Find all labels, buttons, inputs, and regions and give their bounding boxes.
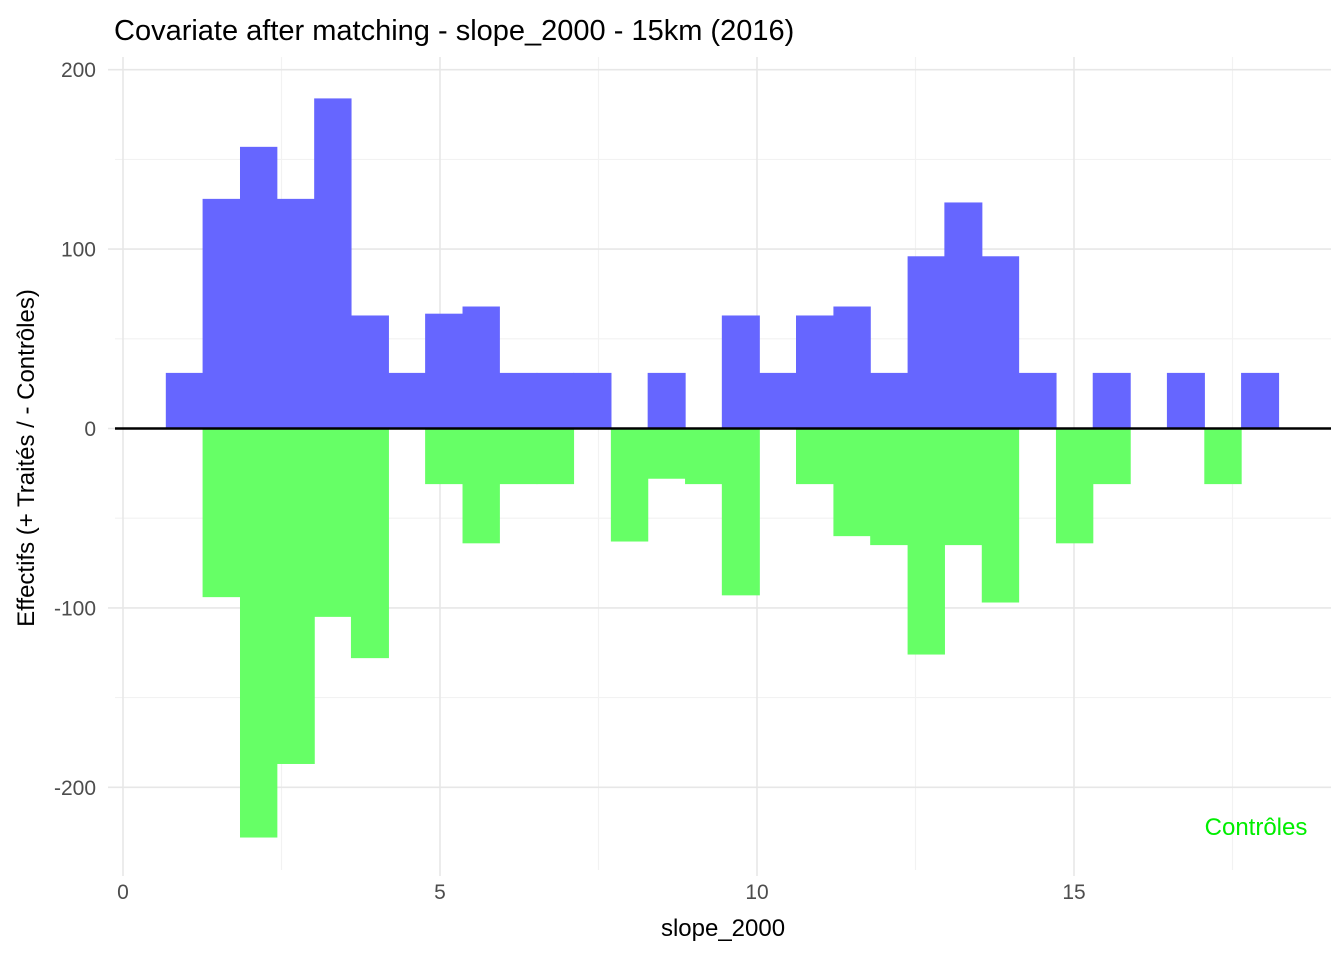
bar-treated: [536, 372, 575, 429]
bar-treated: [165, 372, 204, 429]
y-axis-tick-label: 200: [61, 59, 96, 82]
bar-controls: [499, 428, 538, 485]
bar-controls: [796, 428, 835, 485]
y-axis-tick-label: -100: [54, 597, 96, 620]
bar-controls: [907, 428, 945, 655]
bar-controls: [833, 428, 871, 537]
chart-title: Covariate after matching - slope_2000 - …: [114, 15, 795, 47]
y-axis-tick-label: 100: [61, 239, 96, 262]
bar-treated: [1241, 372, 1280, 429]
bar-controls: [944, 428, 983, 546]
bar-treated: [276, 198, 315, 429]
bar-treated: [721, 315, 760, 429]
bar-treated: [239, 146, 278, 429]
bar-controls: [610, 428, 649, 542]
bar-treated: [388, 372, 426, 429]
bar-controls: [1204, 428, 1242, 485]
x-axis-title: slope_2000: [660, 915, 786, 942]
bar-treated: [1092, 372, 1131, 429]
bar-treated: [759, 372, 797, 429]
y-axis-title: Effectifs (+ Traités / - Contrôles): [13, 289, 40, 627]
x-axis-tick-label: 0: [117, 881, 129, 904]
y-axis-tick-label: 0: [84, 418, 96, 441]
bar-controls: [350, 428, 389, 659]
bar-treated: [573, 372, 612, 429]
bar-treated: [1166, 372, 1205, 429]
x-axis-tick-label: 5: [434, 881, 446, 904]
bar-treated: [647, 372, 686, 429]
bar-treated: [944, 202, 983, 429]
bar-treated: [425, 313, 464, 429]
bar-treated: [870, 372, 909, 429]
bar-treated: [1018, 372, 1057, 429]
bar-treated: [202, 198, 241, 429]
bar-controls: [462, 428, 500, 544]
bar-treated: [350, 315, 389, 429]
bar-controls: [1092, 428, 1131, 485]
bar-controls: [981, 428, 1020, 603]
y-axis-tick-label: -200: [54, 777, 96, 800]
bar-controls: [721, 428, 760, 596]
x-axis-tick-label: 10: [745, 881, 768, 904]
bar-treated: [907, 256, 945, 429]
bar-controls: [276, 428, 315, 764]
bar-controls: [1055, 428, 1094, 544]
bar-controls: [239, 428, 278, 838]
bar-treated: [833, 306, 871, 429]
x-axis-tick-label: 15: [1062, 881, 1085, 904]
bar-treated: [499, 372, 538, 429]
bar-controls: [425, 428, 464, 485]
bar-controls: [202, 428, 241, 598]
bar-controls: [314, 428, 352, 617]
bar-controls: [685, 428, 723, 485]
bar-treated: [462, 306, 500, 429]
bar-controls: [870, 428, 909, 546]
bar-controls: [536, 428, 575, 485]
bar-treated: [981, 256, 1020, 429]
bar-controls: [647, 428, 686, 479]
bar-treated: [314, 98, 352, 429]
controls-annotation: Contrôles: [1204, 814, 1308, 841]
bar-treated: [796, 315, 835, 429]
